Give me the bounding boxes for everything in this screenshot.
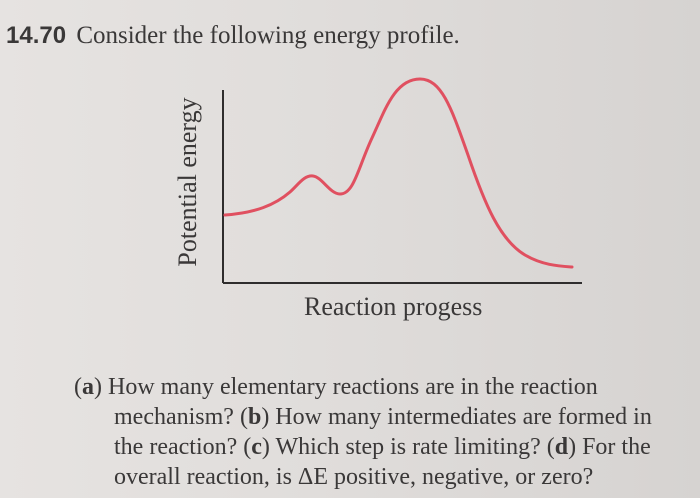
question-line-4: overall reaction, is ΔE positive, negati… — [74, 462, 684, 492]
part-a-letter: a — [82, 374, 94, 400]
part-c-text: ) Which step is rate limiting? ( — [261, 434, 555, 460]
part-d-text: ) For the — [568, 434, 651, 460]
question-line-1: (a) How many elementary reactions are in… — [74, 372, 684, 402]
part-a-text-cont: mechanism? ( — [114, 404, 248, 430]
problem-title: Consider the following energy profile. — [76, 22, 460, 49]
problem-number: 14.70 — [6, 22, 67, 49]
part-d-text-cont: overall reaction, is ΔE positive, negati… — [114, 464, 594, 490]
energy-profile-figure — [180, 70, 600, 330]
question-block: (a) How many elementary reactions are in… — [74, 372, 684, 492]
part-a-text: ) How many elementary reactions are in t… — [94, 374, 598, 400]
q-paren: ( — [74, 374, 82, 400]
x-axis-label: Reaction progess — [304, 292, 483, 321]
y-axis-label: Potential energy — [173, 97, 202, 267]
problem-header: 14.70 Consider the following energy prof… — [6, 22, 460, 50]
part-c-letter: c — [251, 434, 262, 460]
question-line-2: mechanism? (b) How many intermediates ar… — [74, 402, 684, 432]
energy-curve — [223, 77, 574, 269]
part-b-letter: b — [247, 404, 262, 430]
part-d-letter: d — [554, 434, 569, 460]
part-b-text-cont: the reaction? ( — [114, 434, 252, 460]
part-b-text: ) How many intermediates are formed in — [261, 404, 652, 430]
energy-profile-plot — [222, 77, 582, 284]
question-line-3: the reaction? (c) Which step is rate lim… — [74, 432, 684, 462]
